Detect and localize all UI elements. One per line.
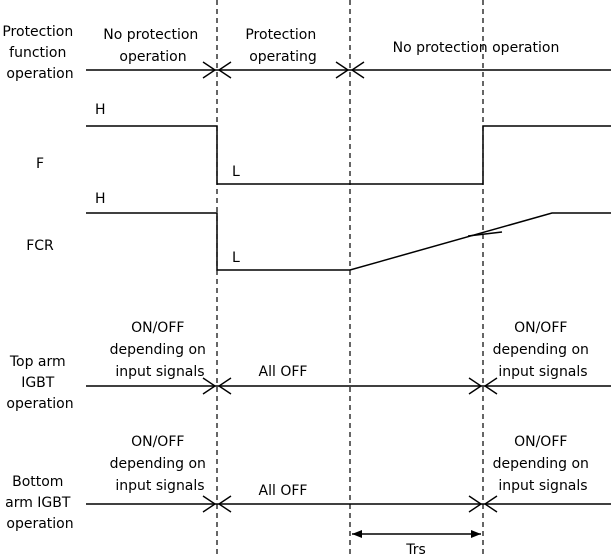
f-waveform: [86, 125, 611, 185]
top-arm-state-after: ON/OFF depending on input signals: [493, 320, 594, 380]
fcr-threshold-marker: [467, 231, 503, 237]
f-high-label: H: [95, 102, 106, 118]
bottom-arm-row: Bottom arm IGBT operation ON/OFF dependi…: [5, 434, 611, 532]
bottom-arm-label: Bottom arm IGBT operation: [5, 474, 75, 532]
fcr-signal-label: FCR: [26, 238, 54, 254]
arrowhead-right: [202, 495, 217, 513]
protection-row: Protection function operation No protect…: [2, 24, 611, 82]
trs-label: Trs: [405, 542, 426, 558]
phase-protection-operating: Protection operating: [245, 27, 320, 65]
top-arm-state-before: ON/OFF depending on input signals: [110, 320, 211, 380]
arrowhead-left: [217, 495, 232, 513]
fcr-high-label: H: [95, 191, 106, 207]
fcr-waveform: [86, 212, 611, 271]
bottom-arm-state-after: ON/OFF depending on input signals: [493, 434, 594, 494]
arrowhead-left: [483, 377, 498, 395]
bottom-arm-state-during: All OFF: [259, 483, 308, 499]
arrowhead-left: [483, 495, 498, 513]
protection-row-label: Protection function operation: [2, 24, 77, 82]
arrowhead-left: [217, 61, 232, 79]
trs-arrowhead-right: [471, 530, 481, 538]
top-arm-row: Top arm IGBT operation ON/OFF depending …: [6, 320, 611, 412]
f-signal: F H L: [36, 102, 611, 185]
phase-no-protection-after: No protection operation: [393, 40, 560, 56]
arrowhead-left: [350, 61, 365, 79]
fcr-signal: FCR H L: [26, 191, 611, 271]
f-low-label: L: [232, 164, 240, 180]
f-signal-label: F: [36, 156, 44, 172]
arrowhead-right: [468, 377, 483, 395]
arrowhead-right: [202, 61, 217, 79]
arrowhead-left: [217, 377, 232, 395]
trs-arrowhead-left: [352, 530, 362, 538]
top-arm-state-during: All OFF: [259, 364, 308, 380]
arrowhead-right: [202, 377, 217, 395]
bottom-arm-state-before: ON/OFF depending on input signals: [110, 434, 211, 494]
phase-no-protection-before: No protection operation: [103, 27, 202, 65]
arrowhead-right: [468, 495, 483, 513]
arrowhead-right: [335, 61, 350, 79]
top-arm-label: Top arm IGBT operation: [6, 354, 73, 412]
reset-time-dimension: Trs: [352, 530, 481, 558]
fcr-low-label: L: [232, 250, 240, 266]
